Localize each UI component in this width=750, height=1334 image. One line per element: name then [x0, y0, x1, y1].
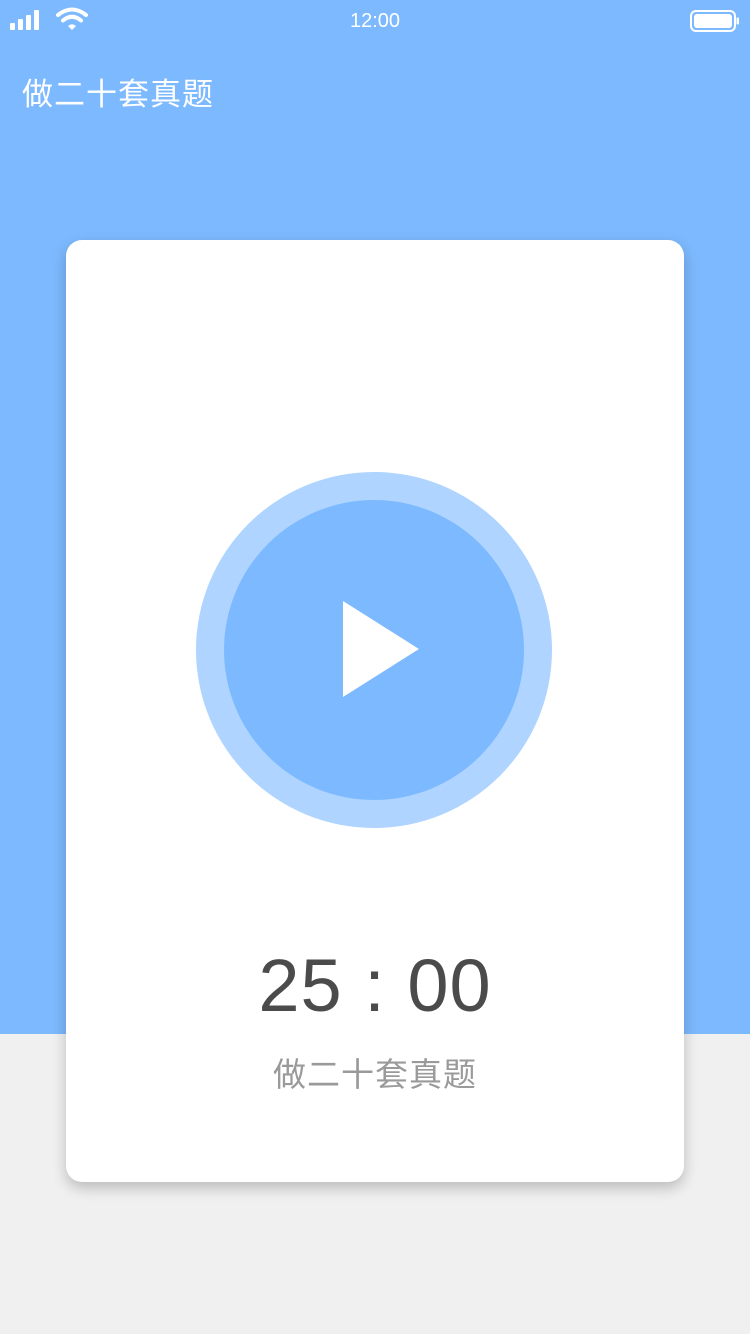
status-bar: 12:00: [0, 0, 750, 40]
status-time: 12:00: [349, 10, 401, 32]
play-button-inner: [224, 500, 524, 800]
battery-icon: [690, 10, 739, 32]
play-button[interactable]: [196, 472, 552, 828]
task-label: 做二十套真题: [273, 1055, 477, 1094]
timer-display: 25 : 00: [258, 944, 492, 1027]
play-icon: [343, 601, 419, 697]
cellular-signal-icon: [10, 10, 39, 30]
page-title: 做二十套真题: [22, 77, 214, 113]
timer-card: 25 : 00 做二十套真题: [66, 240, 684, 1182]
wifi-icon: [56, 7, 88, 30]
